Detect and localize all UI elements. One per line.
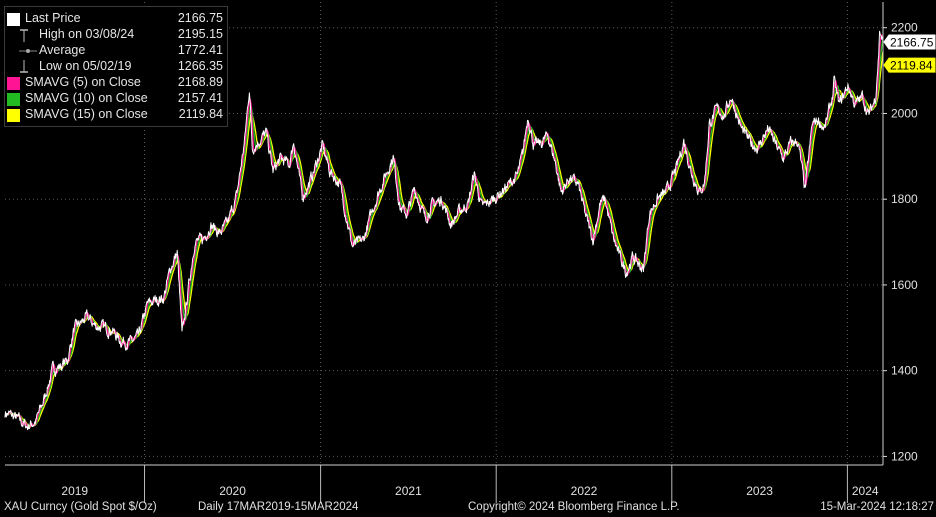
white-square-icon bbox=[7, 13, 20, 26]
legend-item-smavg-15[interactable]: SMAVG (15) on Close 2119.84 bbox=[5, 107, 227, 123]
legend-label: SMAVG (10) on Close bbox=[25, 91, 148, 105]
legend-label: High on 03/08/24 bbox=[39, 27, 135, 41]
legend-value: 1772.41 bbox=[177, 43, 223, 57]
legend-value: 2195.15 bbox=[177, 27, 223, 41]
legend-label: Last Price bbox=[25, 11, 81, 25]
date-range: Daily 17MAR2019-15MAR2024 bbox=[198, 501, 359, 513]
last-price-callout: 2166.75 bbox=[883, 34, 936, 50]
legend-label: SMAVG (15) on Close bbox=[25, 107, 148, 121]
y-tick-label: 2000 bbox=[891, 106, 918, 120]
yellow-square-icon bbox=[7, 109, 20, 122]
low-marker-icon bbox=[20, 60, 28, 73]
last-price-callout-text: 2166.75 bbox=[890, 35, 934, 49]
x-tick-label: 2022 bbox=[571, 484, 598, 498]
legend-item-smavg-10[interactable]: SMAVG (10) on Close 2157.41 bbox=[5, 91, 227, 107]
timestamp: 15-Mar-2024 12:18:27 bbox=[820, 501, 934, 513]
magenta-square-icon bbox=[7, 77, 20, 90]
legend-value: 2119.84 bbox=[178, 107, 223, 121]
price-callouts: 2166.75 2119.84 bbox=[883, 34, 936, 73]
x-tick-label: 2019 bbox=[61, 484, 88, 498]
y-tick-label: 1400 bbox=[891, 364, 918, 378]
y-tick-label: 1800 bbox=[891, 192, 918, 206]
x-tick-label: 2024 bbox=[852, 484, 879, 498]
legend-label: Average bbox=[39, 43, 86, 57]
legend-item-high: High on 03/08/24 2195.15 bbox=[5, 27, 227, 43]
chart-axes: 1200 1400 1600 1800 2000 2200 2019 2020 2021 2022… bbox=[5, 2, 918, 503]
legend-item-last-price[interactable]: Last Price 2166.75 bbox=[5, 11, 227, 27]
legend-label: SMAVG (5) on Close bbox=[25, 75, 141, 89]
chart-footer: XAU Curncy (Gold Spot $/Oz) Daily 17MAR2… bbox=[0, 500, 936, 517]
security-name: XAU Curncy (Gold Spot $/Oz) bbox=[4, 501, 157, 513]
x-tick-label: 2023 bbox=[746, 484, 773, 498]
legend-label: Low on 05/02/19 bbox=[39, 59, 132, 73]
green-square-icon bbox=[7, 93, 20, 106]
y-tick-label: 2200 bbox=[891, 21, 918, 35]
legend-value: 2166.75 bbox=[177, 11, 223, 25]
sma15-callout-text: 2119.84 bbox=[890, 59, 933, 73]
x-tick-label: 2021 bbox=[395, 484, 422, 498]
chart-legend: Last Price 2166.75 High on 03/08/24 2195… bbox=[4, 6, 228, 127]
legend-value: 2157.41 bbox=[177, 91, 223, 105]
legend-item-low: Low on 05/02/19 1266.35 bbox=[5, 59, 227, 75]
legend-value: 1266.35 bbox=[177, 59, 223, 73]
legend-item-smavg-5[interactable]: SMAVG (5) on Close 2168.89 bbox=[5, 75, 227, 91]
last-price-callout-box bbox=[883, 34, 936, 50]
sma15-callout-box bbox=[883, 57, 936, 73]
y-tick-label: 1200 bbox=[891, 449, 918, 463]
average-marker-icon bbox=[19, 49, 37, 53]
y-tick-label: 1600 bbox=[891, 278, 918, 292]
series-layer bbox=[4, 30, 884, 431]
legend-value: 2168.89 bbox=[177, 75, 223, 89]
copyright: Copyright© 2024 Bloomberg Finance L.P. bbox=[468, 501, 680, 513]
legend-item-average: Average 1772.41 bbox=[5, 43, 227, 59]
x-tick-label: 2020 bbox=[219, 484, 246, 498]
high-marker-icon bbox=[20, 29, 28, 42]
sma15-callout: 2119.84 bbox=[883, 57, 936, 73]
last-price-line bbox=[4, 30, 884, 431]
